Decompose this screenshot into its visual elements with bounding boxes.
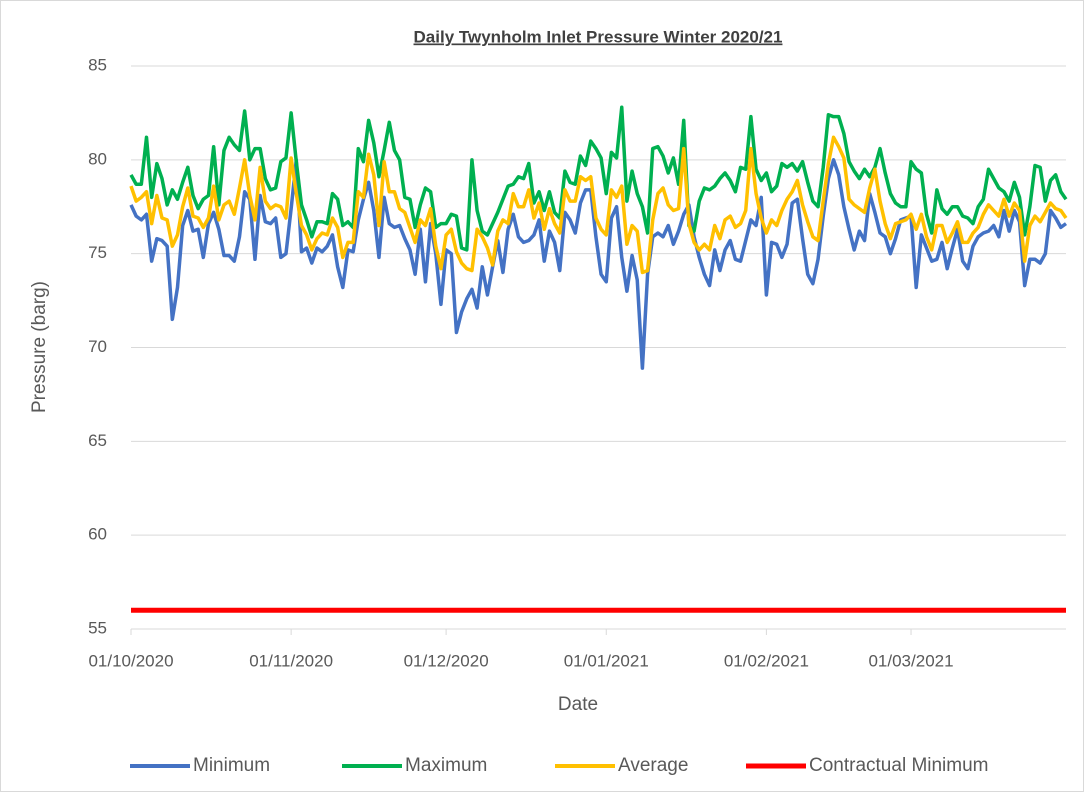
y-tick-label: 70 xyxy=(88,337,107,356)
x-tick-label: 01/02/2021 xyxy=(724,651,809,670)
series-line xyxy=(129,135,1068,275)
x-axis-label: Date xyxy=(558,694,598,715)
legend-label: Average xyxy=(618,755,688,776)
x-tick-label: 01/01/2021 xyxy=(564,651,649,670)
y-tick-label: 65 xyxy=(88,431,107,450)
y-tick-label: 60 xyxy=(88,525,107,544)
y-tick-label: 55 xyxy=(88,618,107,637)
y-tick-label: 80 xyxy=(88,149,107,168)
x-tick-label: 01/03/2021 xyxy=(868,651,953,670)
series-line xyxy=(129,105,1068,252)
x-tick-label: 01/12/2020 xyxy=(404,651,489,670)
chart-title: Daily Twynholm Inlet Pressure Winter 202… xyxy=(414,27,783,46)
legend-label: Maximum xyxy=(405,755,487,776)
legend-label: Contractual Minimum xyxy=(809,755,989,776)
y-tick-label: 85 xyxy=(88,55,107,74)
x-tick-label: 01/11/2020 xyxy=(249,651,333,670)
x-tick-label: 01/10/2020 xyxy=(88,651,173,670)
y-axis-label: Pressure (barg) xyxy=(29,281,50,413)
y-tick-label: 75 xyxy=(88,243,107,262)
legend-label: Minimum xyxy=(193,755,270,776)
